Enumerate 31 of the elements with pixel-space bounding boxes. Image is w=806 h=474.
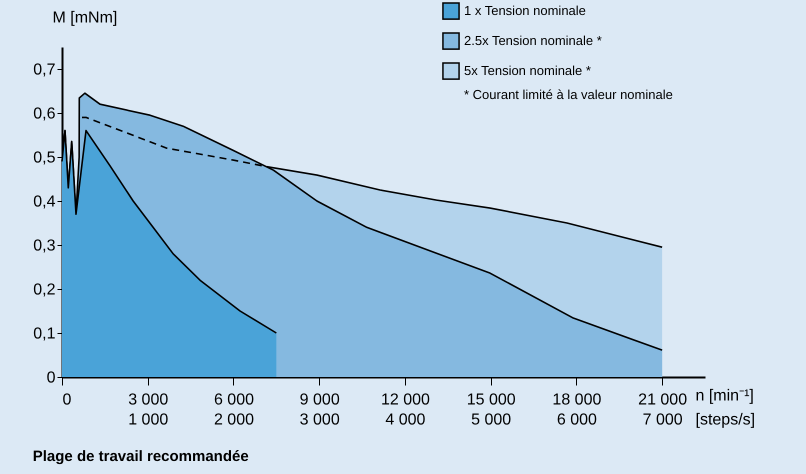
x2-tick-label: 4 000 <box>385 412 426 428</box>
y-tick-label: 0,1 <box>33 326 56 342</box>
x2-tick-label: 1 000 <box>128 412 168 428</box>
text: Plage de travail recommandée <box>32 448 249 465</box>
x-tick-label: 9 000 <box>300 392 340 408</box>
x2-tick-label: 7 000 <box>642 412 683 428</box>
y-tick-label: 0,2 <box>33 282 56 298</box>
y-tick-label: 0,7 <box>33 62 56 78</box>
y-tick-label: 0,6 <box>33 106 56 122</box>
legend-label: 1 x Tension nominale <box>464 3 586 18</box>
x-tick-label: 21 000 <box>638 392 688 408</box>
x2-tick-label: 5 000 <box>471 412 512 428</box>
legend-label: 2.5x Tension nominale * <box>464 33 602 48</box>
y-tick-label: 0,5 <box>33 150 56 166</box>
x-tick-label: 18 000 <box>552 392 602 408</box>
x-tick-label: 3 000 <box>128 392 168 408</box>
x2-tick-label: 2 000 <box>214 412 254 428</box>
annotation: * Courant limité à la valeur nominale <box>464 87 673 102</box>
y-tick-label: 0 <box>46 370 56 386</box>
legend-label: 5x Tension nominale * <box>464 63 591 78</box>
x2-tick-label: 6 000 <box>556 412 598 428</box>
y-axis-title: M [mNm] <box>52 10 118 26</box>
x-tick-label: 15 000 <box>466 392 516 408</box>
x2-tick-label: 3 000 <box>300 412 340 428</box>
x2-axis-title: [steps/s] <box>696 412 756 428</box>
x-tick-label: 12 000 <box>380 392 430 408</box>
y-tick-label: 0,4 <box>33 194 56 210</box>
y-tick-label: 0,3 <box>33 238 56 254</box>
x-axis-title: n [min⁻¹] <box>696 388 754 404</box>
x-tick-label: 0 <box>62 392 72 408</box>
x-tick-label: 6 000 <box>214 392 254 408</box>
